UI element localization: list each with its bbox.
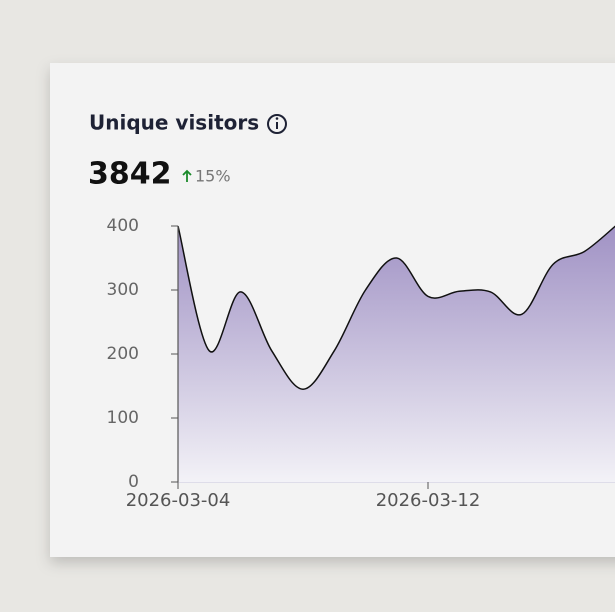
info-icon[interactable] <box>267 114 287 134</box>
y-tick-label: 300 <box>107 280 139 300</box>
x-tick-label: 2026-03-04 <box>126 490 231 511</box>
y-tick-label: 0 <box>128 472 139 492</box>
y-tick-label: 400 <box>107 216 139 236</box>
x-tick-label: 2026-03-12 <box>376 490 481 511</box>
area <box>178 226 615 482</box>
up-arrow <box>182 169 192 182</box>
change-label: 15% <box>195 167 231 186</box>
line <box>177 225 615 390</box>
metric-value: 3842 <box>88 157 172 192</box>
y-tick-label: 100 <box>107 408 139 428</box>
card-title: Unique visitors <box>89 111 259 135</box>
plot: 0 100 200 300 400 2026-03-04 2026-03-12 <box>107 216 615 511</box>
y-tick-label: 200 <box>107 344 139 364</box>
